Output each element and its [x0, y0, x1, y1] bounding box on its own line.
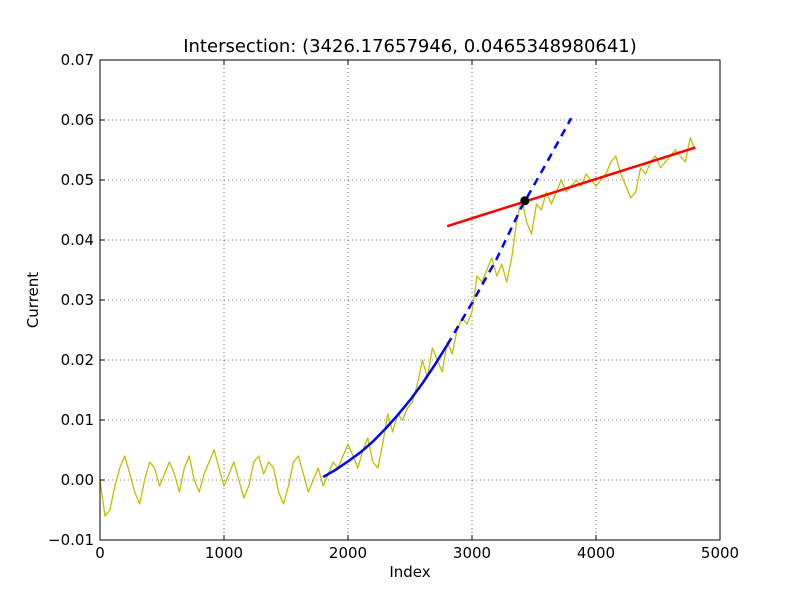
- y-axis-label: Current: [24, 272, 42, 328]
- series-line-1: [322, 344, 449, 479]
- x-tick-label: 1000: [205, 544, 243, 562]
- x-tick-label: 3000: [453, 544, 491, 562]
- y-tick-label: 0.03: [61, 291, 94, 309]
- x-tick-label: 2000: [329, 544, 367, 562]
- y-tick-label: 0.06: [61, 111, 94, 129]
- points-layer: [520, 196, 530, 206]
- y-tick-label: 0.02: [61, 351, 94, 369]
- x-tick-label: 5000: [701, 544, 739, 562]
- series-line-3: [446, 146, 696, 228]
- y-tick-label: 0.07: [61, 51, 94, 69]
- x-tick-label: 0: [95, 544, 105, 562]
- chart-title: Intersection: (3426.17657946, 0.04653489…: [183, 36, 637, 57]
- ticks: 0 1000 2000 3000 4000 5000 −0.01 0.00 0.01 0.02 0.…: [48, 51, 739, 562]
- grid: [100, 60, 720, 540]
- intersection-point: [520, 196, 530, 206]
- x-tick-label: 4000: [577, 544, 615, 562]
- y-tick-label: 0.00: [61, 471, 94, 489]
- y-tick-label: 0.01: [61, 411, 94, 429]
- series-layer: [99, 117, 696, 517]
- y-tick-label: 0.05: [61, 171, 94, 189]
- y-tick-label: −0.01: [48, 531, 94, 549]
- series-line-2: [446, 117, 573, 346]
- x-axis-label: Index: [389, 563, 430, 581]
- y-tick-label: 0.04: [61, 231, 94, 249]
